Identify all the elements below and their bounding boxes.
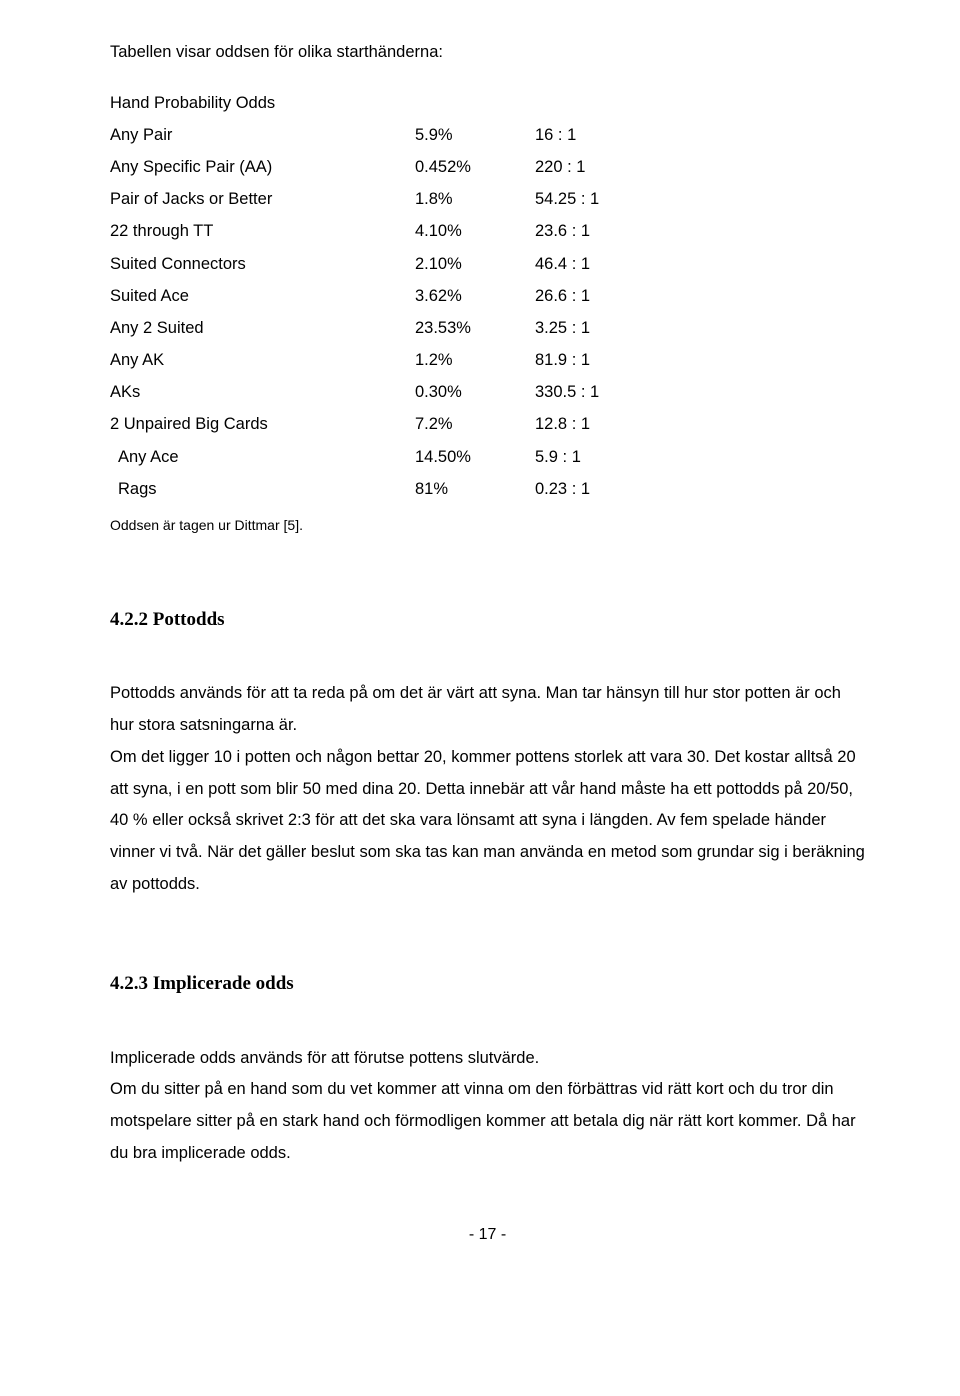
table-row: 2 Unpaired Big Cards7.2%12.8 : 1 (110, 408, 865, 440)
table-row: Any 2 Suited23.53%3.25 : 1 (110, 312, 865, 344)
cell-hand: Rags (110, 473, 415, 505)
cell-odds: 81.9 : 1 (535, 344, 655, 376)
cell-probability: 1.8% (415, 183, 535, 215)
cell-hand: Suited Connectors (110, 248, 415, 280)
cell-probability: 0.30% (415, 376, 535, 408)
cell-hand: Pair of Jacks or Better (110, 183, 415, 215)
cell-probability: 7.2% (415, 408, 535, 440)
cell-odds: 46.4 : 1 (535, 248, 655, 280)
section-body-pottodds: Pottodds används för att ta reda på om d… (110, 678, 865, 900)
cell-probability: 5.9% (415, 119, 535, 151)
cell-hand: Any 2 Suited (110, 312, 415, 344)
cell-hand: Any Ace (110, 441, 415, 473)
cell-odds: 0.23 : 1 (535, 473, 655, 505)
table-row: Any Pair5.9%16 : 1 (110, 119, 865, 151)
table-row: Any AK1.2%81.9 : 1 (110, 344, 865, 376)
cell-probability: 1.2% (415, 344, 535, 376)
table-row: Suited Connectors2.10%46.4 : 1 (110, 248, 865, 280)
cell-hand: Suited Ace (110, 280, 415, 312)
cell-probability: 14.50% (415, 441, 535, 473)
cell-hand: Any Pair (110, 119, 415, 151)
cell-odds: 26.6 : 1 (535, 280, 655, 312)
cell-hand: Any AK (110, 344, 415, 376)
page-number: - 17 - (110, 1223, 865, 1247)
cell-odds: 3.25 : 1 (535, 312, 655, 344)
cell-probability: 2.10% (415, 248, 535, 280)
table-row: Rags81%0.23 : 1 (110, 473, 865, 505)
table-row: 22 through TT4.10%23.6 : 1 (110, 215, 865, 247)
section-body-implicerade: Implicerade odds används för att förutse… (110, 1043, 865, 1170)
cell-probability: 23.53% (415, 312, 535, 344)
header-hand: Hand Probability Odds (110, 87, 415, 119)
cell-hand: AKs (110, 376, 415, 408)
cell-hand: 22 through TT (110, 215, 415, 247)
table-row: Any Ace14.50%5.9 : 1 (110, 441, 865, 473)
cell-odds: 16 : 1 (535, 119, 655, 151)
cell-probability: 0.452% (415, 151, 535, 183)
cell-odds: 23.6 : 1 (535, 215, 655, 247)
cell-odds: 220 : 1 (535, 151, 655, 183)
cell-probability: 4.10% (415, 215, 535, 247)
cell-probability: 3.62% (415, 280, 535, 312)
section-heading-pottodds: 4.2.2 Pottodds (110, 606, 865, 635)
section-heading-implicerade: 4.2.3 Implicerade odds (110, 970, 865, 999)
cell-odds: 330.5 : 1 (535, 376, 655, 408)
odds-table: Hand Probability Odds Any Pair5.9%16 : 1… (110, 87, 865, 505)
cell-odds: 12.8 : 1 (535, 408, 655, 440)
table-row: AKs0.30%330.5 : 1 (110, 376, 865, 408)
cell-odds: 5.9 : 1 (535, 441, 655, 473)
table-row: Suited Ace3.62%26.6 : 1 (110, 280, 865, 312)
cell-probability: 81% (415, 473, 535, 505)
intro-text: Tabellen visar oddsen för olika starthän… (110, 40, 865, 65)
source-note: Oddsen är tagen ur Dittmar [5]. (110, 515, 865, 536)
table-row: Any Specific Pair (AA)0.452%220 : 1 (110, 151, 865, 183)
table-row: Pair of Jacks or Better1.8%54.25 : 1 (110, 183, 865, 215)
cell-hand: 2 Unpaired Big Cards (110, 408, 415, 440)
cell-odds: 54.25 : 1 (535, 183, 655, 215)
table-header-row: Hand Probability Odds (110, 87, 865, 119)
cell-hand: Any Specific Pair (AA) (110, 151, 415, 183)
